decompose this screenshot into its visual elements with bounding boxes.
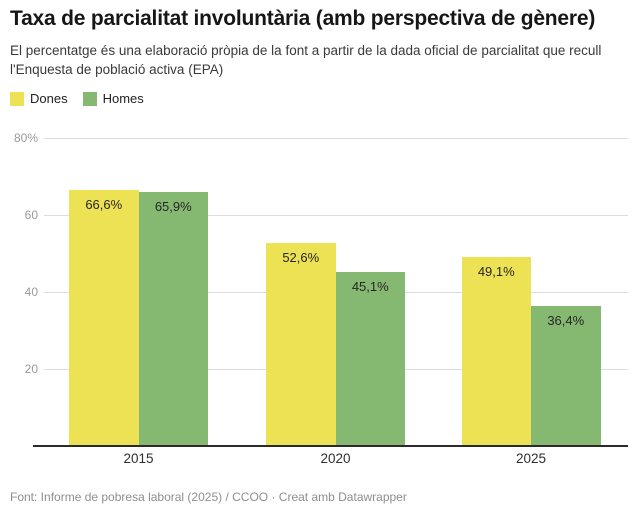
bar-value-label: 45,1% bbox=[351, 279, 389, 295]
y-tick-label: 20 bbox=[24, 362, 38, 376]
legend-label: Homes bbox=[102, 91, 144, 106]
bar-value-label: 36,4% bbox=[547, 312, 585, 328]
x-tick-label: 2020 bbox=[320, 451, 351, 466]
footer-note: Font: Informe de pobresa laboral (2025) … bbox=[10, 490, 407, 504]
x-tick-label: 2025 bbox=[515, 451, 547, 466]
bar-homes-2015 bbox=[138, 192, 208, 446]
legend: Dones Homes bbox=[10, 91, 144, 106]
legend-label: Dones bbox=[30, 91, 68, 106]
gridline-80 bbox=[44, 138, 628, 139]
legend-item-homes: Homes bbox=[82, 91, 144, 106]
y-tick-label: 60 bbox=[24, 208, 38, 222]
bar-dones-2025 bbox=[461, 256, 531, 446]
y-tick-label: 80% bbox=[13, 131, 38, 145]
legend-swatch-icon bbox=[10, 91, 24, 106]
legend-swatch-icon bbox=[82, 91, 97, 106]
legend-item-dones: Dones bbox=[10, 91, 68, 106]
bar-homes-2025 bbox=[531, 305, 601, 446]
x-tick-label: 2015 bbox=[123, 451, 154, 466]
x-axis-line bbox=[33, 445, 628, 447]
chart-title: Taxa de parcialitat involuntària (amb pe… bbox=[10, 7, 596, 30]
y-tick-label: 40 bbox=[24, 285, 38, 299]
bar-value-label: 65,9% bbox=[154, 199, 192, 215]
bar-homes-2020 bbox=[335, 272, 405, 446]
gridline-60 bbox=[44, 215, 628, 216]
bar-dones-2020 bbox=[266, 243, 336, 446]
bar-dones-2015 bbox=[69, 189, 139, 446]
bar-value-label: 49,1% bbox=[477, 263, 515, 279]
chart-subtitle: El percentatge és una elaboració pròpia … bbox=[10, 43, 602, 77]
bar-value-label: 66,6% bbox=[85, 196, 123, 212]
bar-value-label: 52,6% bbox=[282, 250, 320, 266]
